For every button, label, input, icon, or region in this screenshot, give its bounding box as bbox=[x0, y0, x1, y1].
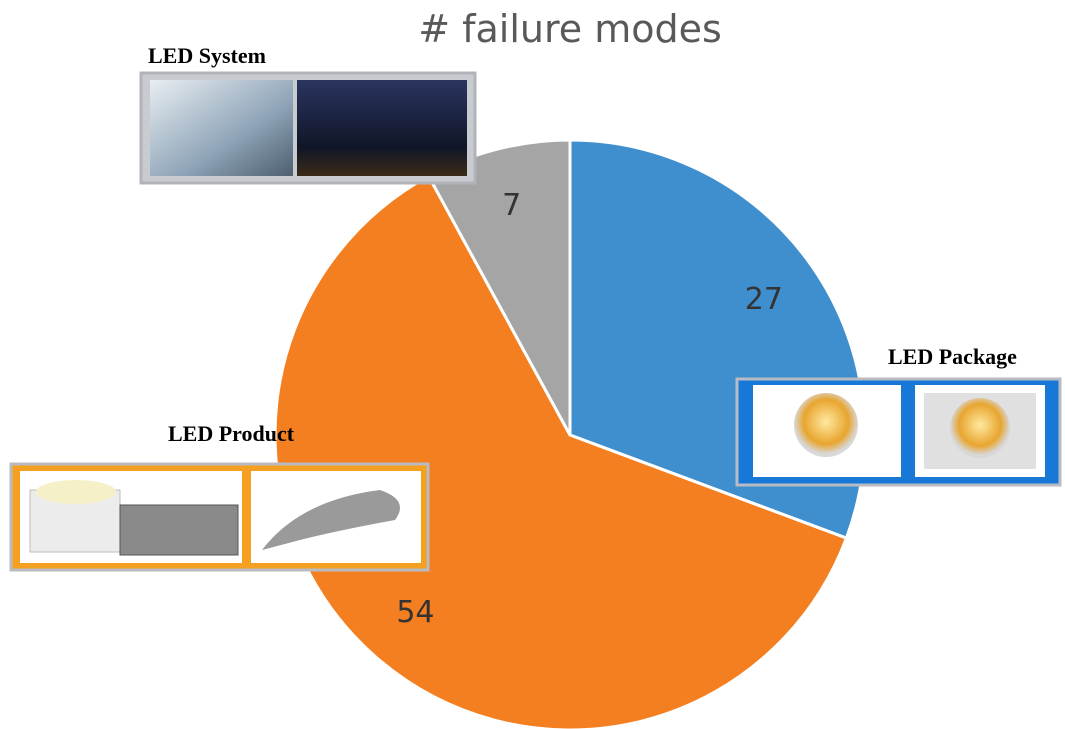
chart-title: # failure modes bbox=[418, 7, 722, 51]
pie-slice bbox=[273, 174, 849, 729]
data-label: 7 bbox=[502, 188, 521, 223]
category-label: LED Package bbox=[888, 344, 1017, 369]
picture-package bbox=[735, 377, 1062, 487]
data-label: 27 bbox=[745, 282, 783, 317]
picture-product bbox=[9, 462, 430, 572]
category-label: LED Product bbox=[168, 421, 295, 446]
picture-system bbox=[139, 71, 477, 185]
category-label: LED System bbox=[148, 43, 266, 68]
data-label: 54 bbox=[396, 595, 434, 630]
